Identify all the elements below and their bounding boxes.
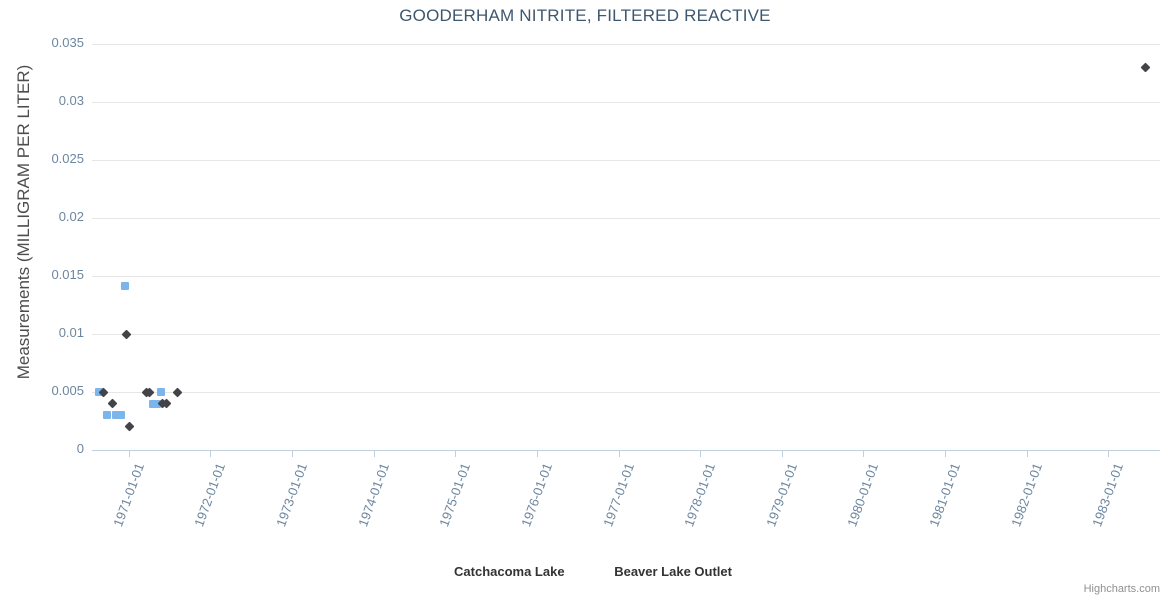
x-axis-tick-label: 1976-01-01 (518, 461, 556, 529)
square-marker-icon (438, 567, 446, 575)
x-axis-tick (373, 451, 375, 457)
x-axis-tick-label: 1974-01-01 (355, 461, 392, 529)
data-point[interactable] (172, 387, 183, 397)
y-axis-tick-label: 0 (76, 441, 84, 456)
x-axis-tick-label: 1973-01-01 (273, 461, 311, 529)
data-point[interactable] (116, 411, 125, 420)
y-axis-tick-label: 0.015 (51, 267, 84, 282)
y-axis-tick-label: 0.02 (58, 209, 84, 224)
gridline (92, 102, 1160, 103)
y-axis-tick-label: 0.005 (51, 383, 84, 398)
x-axis-line (92, 450, 1160, 451)
x-axis-tick-label: 1978-01-01 (681, 461, 719, 529)
gridline (92, 334, 1160, 335)
y-axis-tick-label: 0.03 (58, 93, 84, 108)
legend-item-label: Catchacoma Lake (454, 564, 565, 580)
y-axis-tick-label: 0.025 (51, 151, 84, 166)
x-axis-tick (455, 451, 457, 457)
x-axis-tick (945, 451, 947, 457)
x-axis-tick (292, 451, 294, 457)
chart-title: GOODERHAM NITRITE, FILTERED REACTIVE (399, 6, 771, 25)
gridline (92, 276, 1160, 277)
highcharts-credits[interactable]: Highcharts.com (1083, 583, 1160, 595)
x-axis-tick-label: 1980-01-01 (844, 461, 882, 529)
gridline (92, 218, 1160, 219)
data-point[interactable] (1140, 62, 1151, 73)
x-axis-tick (536, 451, 538, 457)
legend-item-catchacoma-lake[interactable]: Catchacoma Lake (438, 563, 565, 579)
y-axis-tick-label: 0.01 (58, 325, 84, 340)
x-axis-tick (700, 451, 702, 457)
data-point[interactable] (121, 282, 130, 291)
x-axis-tick (781, 451, 783, 457)
chart-legend: Catchacoma Lake Beaver Lake Outlet (0, 563, 1170, 579)
x-axis-tick-label: 1981-01-01 (926, 461, 964, 529)
data-point[interactable] (112, 411, 121, 420)
x-axis-tick-label: 1975-01-01 (436, 461, 474, 529)
x-axis-tick-label: 1982-01-01 (1008, 461, 1045, 529)
x-axis-tick (1026, 451, 1028, 457)
x-axis-tick-label: 1977-01-01 (599, 461, 637, 529)
y-axis-tick-label: 0.035 (51, 35, 84, 50)
data-point[interactable] (107, 398, 118, 409)
x-axis-tick (618, 451, 620, 457)
x-axis-tick-label: 1972-01-01 (191, 461, 229, 529)
gridline (92, 160, 1160, 161)
x-axis-tick (1108, 451, 1110, 457)
x-axis-tick-label: 1983-01-01 (1089, 461, 1127, 529)
x-axis-tick (863, 451, 865, 457)
x-axis-tick-label: 1979-01-01 (763, 461, 800, 529)
x-axis-tick (128, 451, 130, 457)
data-point[interactable] (157, 388, 166, 396)
plot-area (92, 44, 1160, 450)
x-axis-tick-label: 1971-01-01 (110, 461, 147, 529)
data-point[interactable] (124, 421, 135, 432)
legend-item-label: Beaver Lake Outlet (614, 564, 732, 580)
data-point[interactable] (102, 411, 111, 420)
gridline (92, 44, 1160, 45)
gridline (92, 392, 1160, 393)
data-point[interactable] (121, 329, 132, 339)
legend-item-beaver-lake-outlet[interactable]: Beaver Lake Outlet (596, 563, 732, 579)
diamond-marker-icon (597, 566, 605, 574)
data-point[interactable] (152, 399, 161, 408)
x-axis-tick (210, 451, 212, 457)
